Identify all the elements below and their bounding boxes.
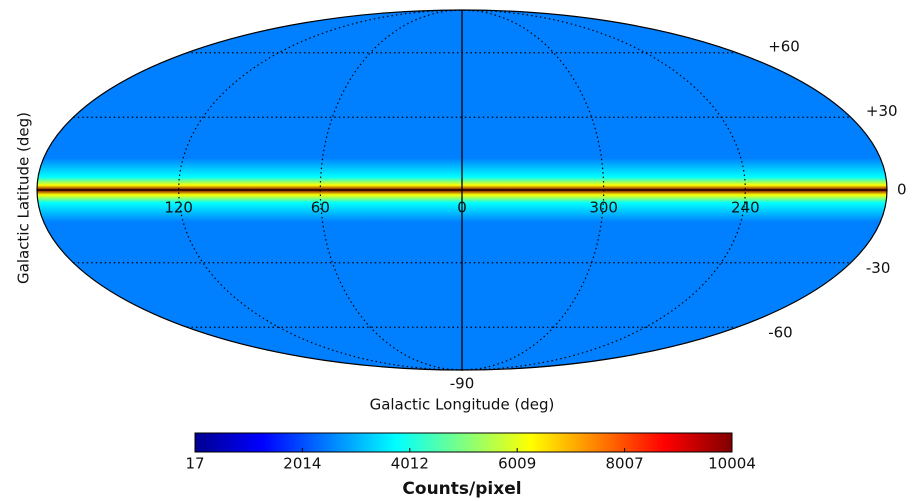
- latitude-label: 0: [897, 181, 907, 199]
- colorbar-tick-label: 2014: [283, 455, 321, 473]
- latitude-label: +30: [866, 102, 898, 120]
- meridian: [461, 9, 746, 371]
- latitude-label: -90: [450, 375, 475, 393]
- x-axis-label: Galactic Longitude (deg): [370, 396, 555, 414]
- colorbar-tick-label: 8007: [606, 455, 644, 473]
- meridian: [178, 9, 463, 371]
- longitude-label: 120: [164, 199, 193, 217]
- map-outline: [36, 9, 888, 371]
- colorbar-tick-label: 4012: [391, 455, 429, 473]
- colorbar-label: Counts/pixel: [402, 479, 521, 499]
- longitude-label: 0: [457, 199, 467, 217]
- longitude-label: 240: [731, 199, 760, 217]
- latitude-label: -60: [768, 324, 793, 342]
- longitude-label: 300: [589, 199, 618, 217]
- y-axis-label: Galactic Latitude (deg): [15, 112, 33, 284]
- latitude-label: -30: [866, 259, 891, 277]
- colorbar-tick-label: 6009: [498, 455, 536, 473]
- colorbar: [194, 432, 733, 453]
- colorbar-tick-label: 17: [185, 455, 204, 473]
- meridian: [319, 9, 463, 371]
- meridian: [461, 9, 605, 371]
- colorbar-tick-label: 10004: [708, 455, 756, 473]
- latitude-label: +60: [768, 37, 800, 55]
- longitude-label: 60: [311, 199, 330, 217]
